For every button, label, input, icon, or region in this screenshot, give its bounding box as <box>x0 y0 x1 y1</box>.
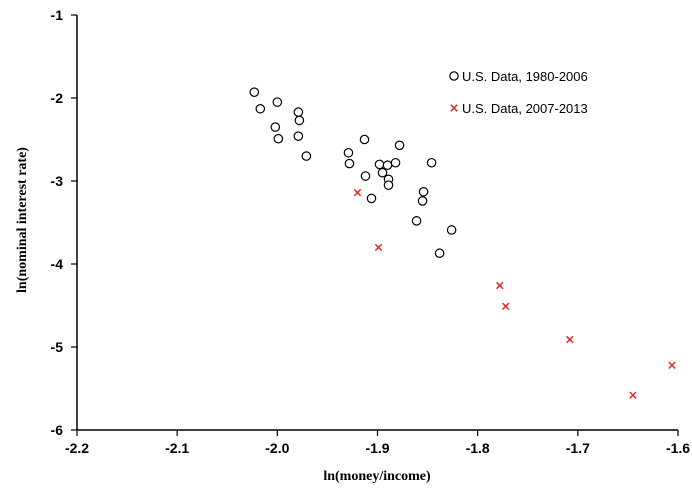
data-point-series-1 <box>434 248 445 259</box>
y-tick-label: -3 <box>51 173 64 189</box>
data-point-series-1 <box>293 107 304 117</box>
data-point-series-1 <box>394 140 405 151</box>
data-point-series-1 <box>273 133 284 144</box>
data-point-series-1 <box>382 160 393 171</box>
x-ticks: -2.2 -2.1 -2.0 -1.9 -1.8 -1.7 -1.6 <box>65 430 690 456</box>
y-tick-label: -4 <box>51 256 64 272</box>
x-marker-stroke <box>668 361 676 369</box>
x-tick-label: -2.1 <box>165 440 189 456</box>
data-point-series-1 <box>343 147 354 158</box>
data-point-series-1 <box>344 158 355 169</box>
x-marker-stroke <box>566 335 574 344</box>
x-tick-label: -1.7 <box>566 440 590 456</box>
data-point-series-2 <box>566 335 574 344</box>
data-point-series-2 <box>353 188 362 197</box>
y-tick-label: -1 <box>51 7 64 23</box>
x-marker-stroke <box>629 391 637 399</box>
data-point-series-1 <box>446 225 457 235</box>
data-point-series-2 <box>502 302 510 311</box>
data-point-series-1 <box>366 193 377 204</box>
x-tick-label: -1.8 <box>466 440 490 456</box>
data-point-series-2 <box>374 243 383 252</box>
x-marker-stroke <box>374 243 383 252</box>
y-tick-label: -2 <box>51 90 64 106</box>
data-point-series-1 <box>255 103 266 114</box>
x-marker-stroke <box>353 188 362 197</box>
data-point-series-2 <box>496 281 504 290</box>
y-tick-label: -5 <box>51 339 64 355</box>
legend: U.S. Data, 1980-2006 U.S. Data, 2007-2013 <box>449 69 588 116</box>
x-marker-stroke <box>496 281 504 290</box>
x-marker-stroke <box>502 302 510 311</box>
data-point-series-1 <box>270 122 281 132</box>
x-tick-label: -2.2 <box>65 440 89 456</box>
data-point-series-1 <box>272 97 283 107</box>
legend-marker-2 <box>450 104 458 112</box>
x-tick-label: -1.9 <box>365 440 389 456</box>
data-point-series-1 <box>383 180 394 190</box>
data-point-series-1 <box>426 157 437 168</box>
data-point-series-1 <box>377 167 388 178</box>
data-point-series-1 <box>417 196 428 206</box>
data-point-series-1 <box>418 186 429 197</box>
data-point-series-1 <box>360 171 371 181</box>
data-point-series-1 <box>293 131 304 141</box>
y-ticks: -6 -5 -4 -3 -2 -1 <box>51 7 77 438</box>
y-tick-label: -6 <box>51 422 64 438</box>
data-points <box>249 87 676 399</box>
legend-marker-1 <box>449 71 459 81</box>
y-axis-label: ln(nominal interest rate) <box>15 147 30 293</box>
data-point-series-1 <box>390 157 401 168</box>
data-point-series-1 <box>374 159 385 170</box>
data-point-series-2 <box>668 361 676 369</box>
data-point-series-1 <box>249 87 260 97</box>
legend-label-2: U.S. Data, 2007-2013 <box>462 101 588 116</box>
x-marker-stroke <box>450 104 458 112</box>
data-point-series-1 <box>359 134 370 145</box>
data-point-series-2 <box>629 391 637 399</box>
data-point-series-1 <box>301 151 312 161</box>
data-point-series-1 <box>294 115 305 126</box>
data-point-series-1 <box>411 216 422 226</box>
x-tick-label: -2.0 <box>265 440 289 456</box>
axes <box>76 15 678 431</box>
x-tick-label: -1.6 <box>666 440 690 456</box>
x-axis-label: ln(money/income) <box>323 469 431 484</box>
legend-label-1: U.S. Data, 1980-2006 <box>462 69 588 84</box>
